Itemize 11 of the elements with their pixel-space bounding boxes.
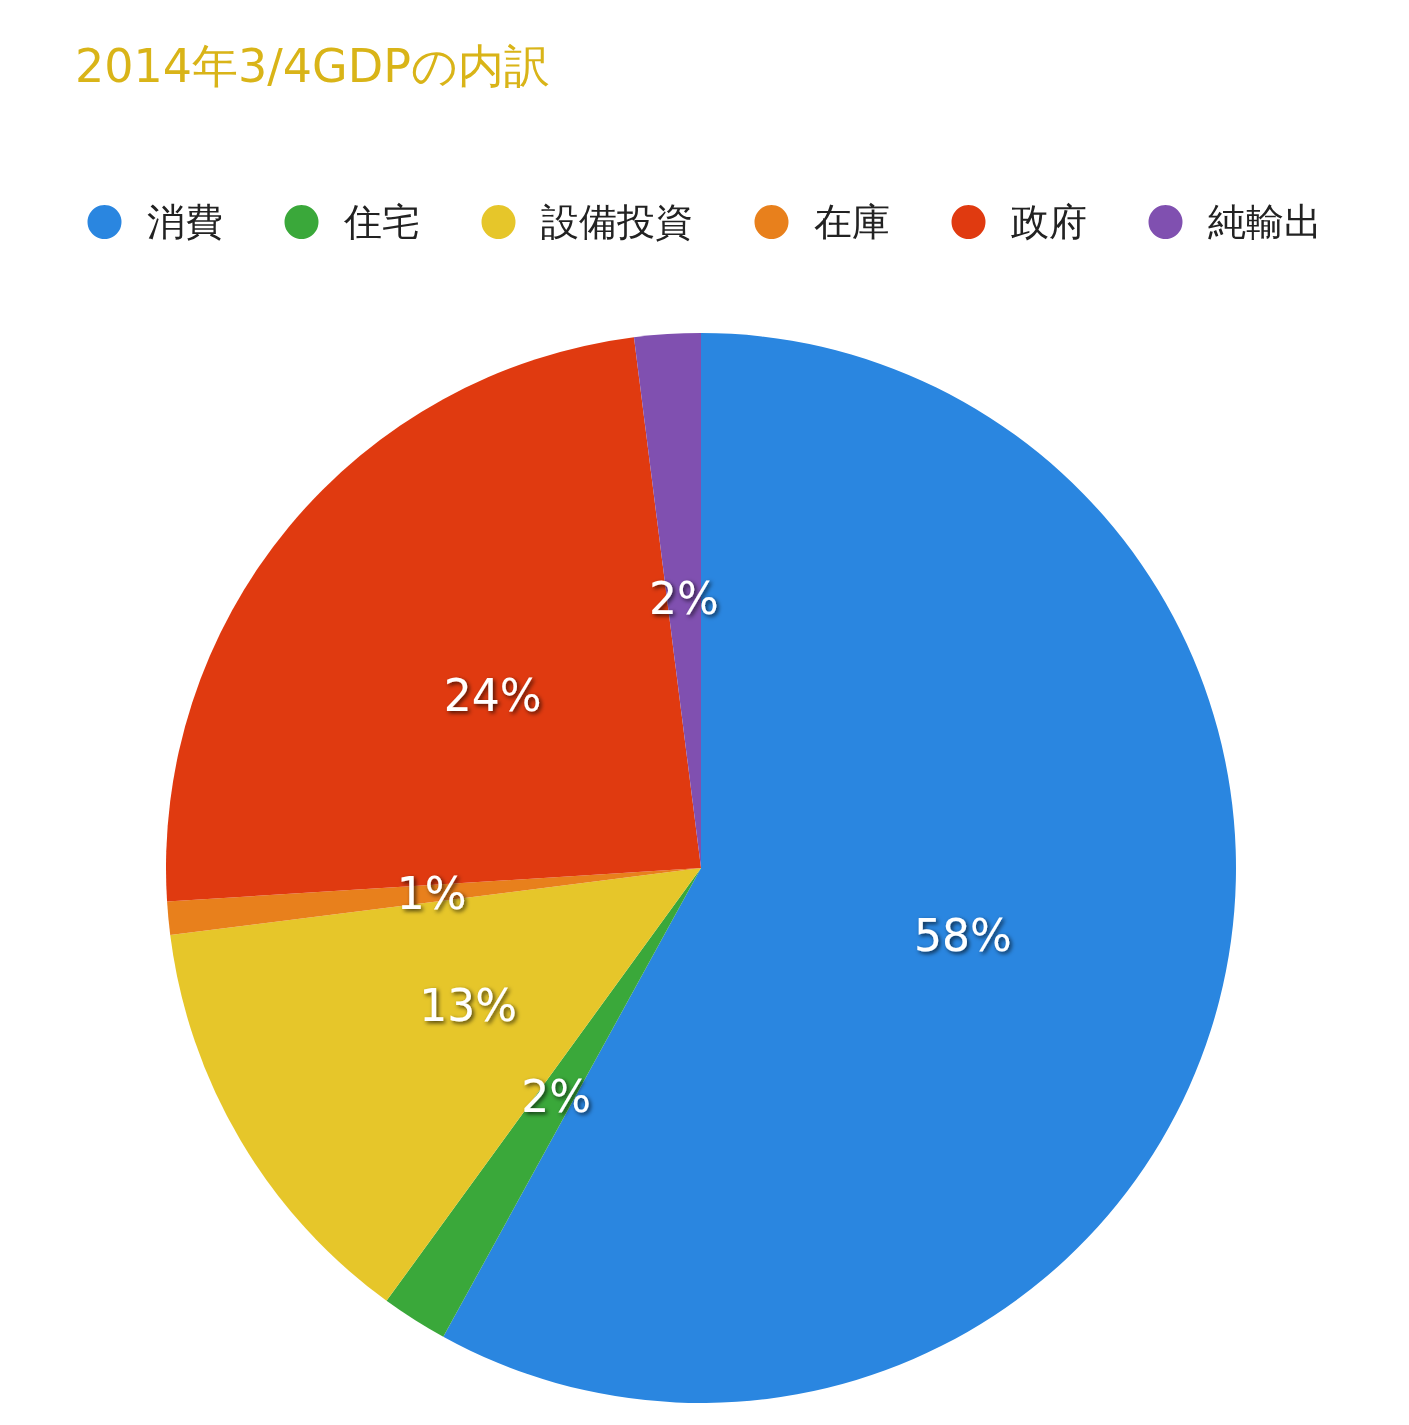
data-label: 58% <box>914 909 1012 961</box>
legend-label: 消費 <box>146 200 223 244</box>
data-label: 24% <box>443 670 542 722</box>
legend-label: 在庫 <box>813 200 890 244</box>
chart-title: 2014年3/4GDPの内訳 <box>75 39 550 93</box>
legend-label: 純輸出 <box>1207 200 1322 244</box>
legend-label: 設備投資 <box>540 200 693 244</box>
data-label: 13% <box>419 980 518 1032</box>
data-label: 1% <box>396 867 467 919</box>
legend-label: 政府 <box>1010 200 1087 244</box>
legend-label: 住宅 <box>342 200 420 244</box>
